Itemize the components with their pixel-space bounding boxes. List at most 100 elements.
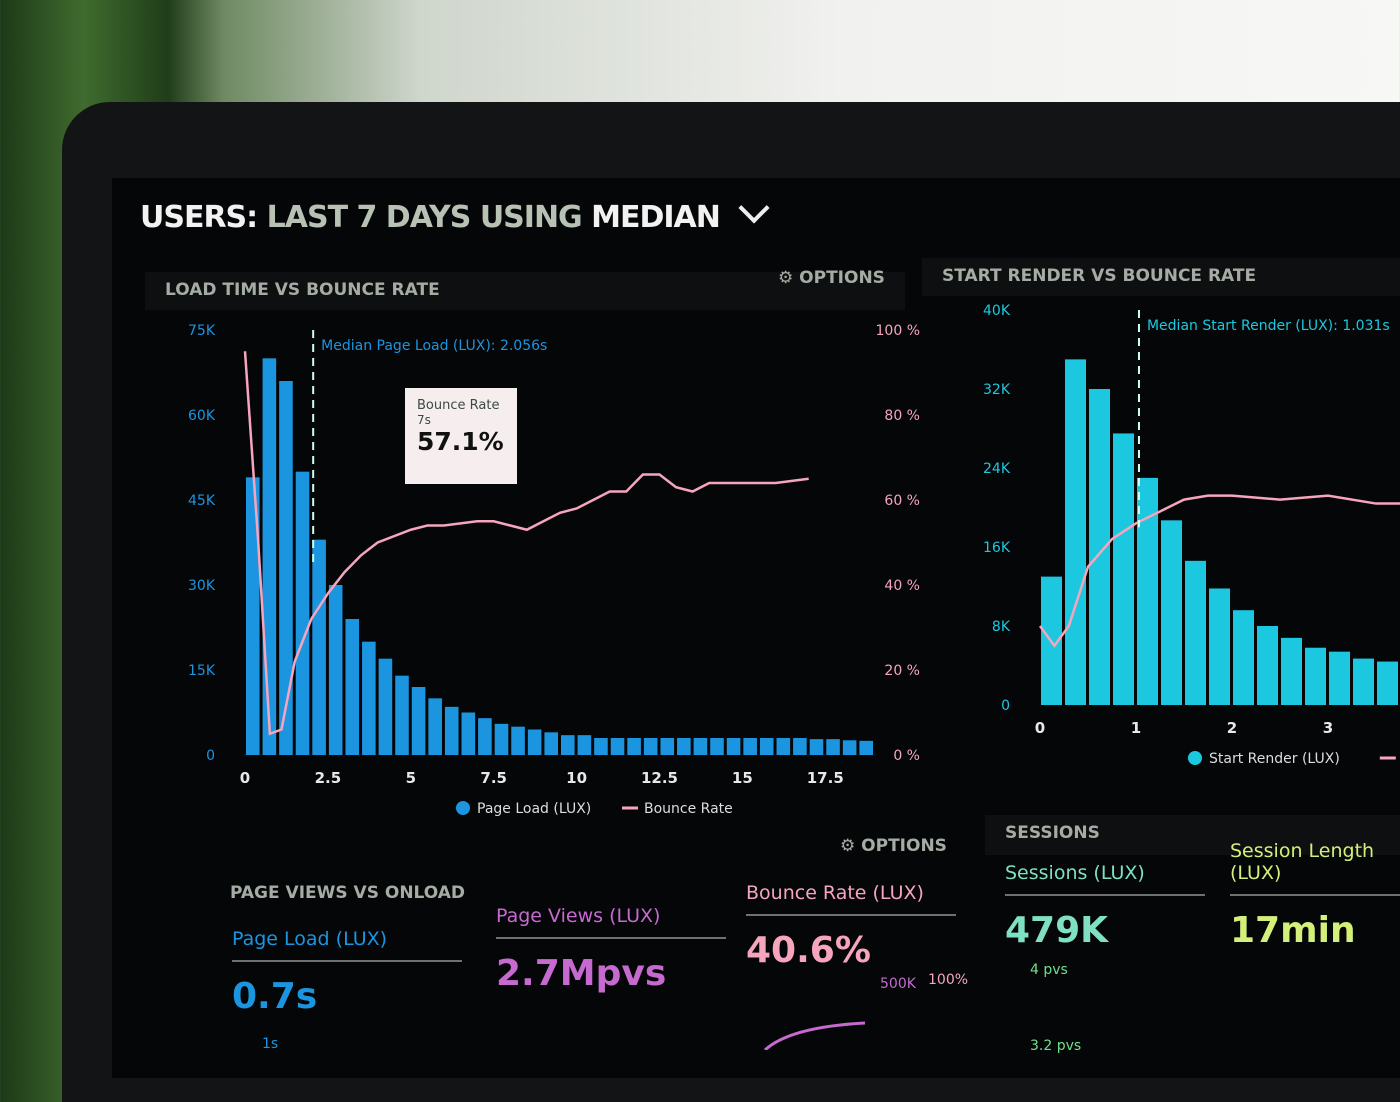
bar <box>544 732 558 755</box>
bar <box>677 738 691 755</box>
kpi-value: 479K <box>1005 910 1109 951</box>
bar <box>478 718 492 755</box>
bar <box>1305 647 1326 705</box>
bar <box>395 675 409 755</box>
bar <box>809 739 824 755</box>
legend-label: Bounce Rate <box>644 801 733 817</box>
load-time-panel-header: LOAD TIME VS BOUNCE RATE <box>145 272 905 310</box>
kpi-page-load: Page Load (LUX) 0.7s <box>232 928 462 1017</box>
legend-dot-icon <box>456 801 470 815</box>
x-tick-label: 1 <box>1131 719 1141 737</box>
x-tick-label: 15 <box>732 769 753 787</box>
tooltip-title: Bounce Rate <box>417 398 500 413</box>
x-tick-label: 12.5 <box>641 769 678 787</box>
bar <box>345 619 360 755</box>
bar <box>428 698 442 755</box>
y2-tick-label: 60 % <box>884 493 920 509</box>
title-aggregation: MEDIAN <box>591 200 721 235</box>
options-label: OPTIONS <box>799 268 885 288</box>
y-tick-label: 15K <box>188 663 216 679</box>
page-views-panel-header: PAGE VIEWS VS ONLOAD <box>210 875 950 915</box>
bar <box>826 739 840 755</box>
options-button[interactable]: ⚙ OPTIONS <box>778 268 885 288</box>
x-tick-label: 2.5 <box>315 769 342 787</box>
bar <box>1377 661 1398 705</box>
bar <box>1137 477 1158 705</box>
kpi-label: Page Load (LUX) <box>232 928 462 962</box>
x-tick-label: 0 <box>1035 719 1045 737</box>
kpi-label: Sessions (LUX) <box>1005 862 1205 896</box>
bar <box>643 738 658 755</box>
y-tick-label: 45K <box>188 493 216 509</box>
bar <box>1089 389 1110 705</box>
gear-icon: ⚙ <box>840 836 856 856</box>
bar <box>561 735 575 755</box>
bar <box>378 658 393 755</box>
y2-tick-label: 0 % <box>893 748 920 764</box>
legend-label: Page Load (LUX) <box>477 801 591 817</box>
tooltip-x: 7s <box>417 413 431 427</box>
bar <box>1065 359 1086 705</box>
kpi-page-views: Page Views (LUX) 2.7Mpvs <box>496 905 726 994</box>
axis-label: 100% <box>928 972 969 988</box>
kpi-label: Bounce Rate (LUX) <box>746 882 956 916</box>
bar <box>1353 658 1374 705</box>
mini-chart-line <box>763 1021 866 1050</box>
bar <box>511 726 525 755</box>
bar <box>594 738 608 755</box>
bar <box>726 738 741 755</box>
bar <box>444 706 459 755</box>
y-tick-label: 0 <box>206 748 215 764</box>
y2-tick-label: 20 % <box>884 663 920 679</box>
panel-title: LOAD TIME VS BOUNCE RATE <box>165 280 440 300</box>
kpi-sub: 1s <box>262 1036 279 1052</box>
options-button-2[interactable]: ⚙ OPTIONS <box>840 836 947 856</box>
y-tick-label: 40K <box>983 303 1011 319</box>
bounce-rate-line <box>243 351 809 736</box>
bar <box>1185 560 1206 705</box>
x-tick-label: 5 <box>406 769 416 787</box>
bar <box>246 477 260 755</box>
bar <box>328 585 343 755</box>
bar <box>859 740 873 755</box>
y-tick-label: 60K <box>188 408 216 424</box>
title-prefix: USERS: <box>140 200 258 235</box>
bar <box>312 539 326 755</box>
bar <box>295 471 310 755</box>
y2-tick-label: 100 % <box>876 323 920 339</box>
kpi-bounce-rate: Bounce Rate (LUX) 40.6% <box>746 882 956 971</box>
bar <box>693 738 708 755</box>
gear-icon: ⚙ <box>778 268 794 288</box>
bar <box>610 738 625 755</box>
bar <box>627 738 641 755</box>
y-tick-label: 30K <box>188 578 216 594</box>
bar <box>710 738 724 755</box>
bar <box>1281 637 1302 705</box>
y2-tick-label: 40 % <box>884 578 920 594</box>
bar <box>262 358 277 755</box>
bar <box>279 381 293 755</box>
panel-title: START RENDER VS BOUNCE RATE <box>942 266 1257 286</box>
kpi-label: Session Length (LUX) <box>1230 840 1400 896</box>
legend-dot-icon <box>1188 751 1202 765</box>
y-tick-label: 24K <box>983 461 1011 477</box>
bar <box>743 738 757 755</box>
tooltip-value: 57.1% <box>417 427 504 456</box>
start-render-panel-header: START RENDER VS BOUNCE RATE <box>922 258 1400 296</box>
bar <box>527 729 542 755</box>
bar <box>660 738 675 755</box>
kpi-value: 17min <box>1230 910 1356 951</box>
x-tick-label: 7.5 <box>480 769 507 787</box>
y-tick-label: 32K <box>983 382 1011 398</box>
y-tick-label: 8K <box>992 619 1011 635</box>
kpi-value: 2.7Mpvs <box>496 953 667 994</box>
kpi-label: Page Views (LUX) <box>496 905 726 939</box>
dashboard-title[interactable]: USERS: LAST 7 DAYS USING MEDIAN <box>140 192 770 235</box>
x-tick-label: 2 <box>1227 719 1237 737</box>
kpi-sub: 4 pvs <box>1030 962 1068 978</box>
median-label: Median Start Render (LUX): 1.031s <box>1147 318 1390 334</box>
kpi-value: 0.7s <box>232 976 318 1017</box>
bar <box>494 723 509 755</box>
bounce-rate-line <box>1038 494 1400 648</box>
median-label: Median Page Load (LUX): 2.056s <box>321 338 547 354</box>
